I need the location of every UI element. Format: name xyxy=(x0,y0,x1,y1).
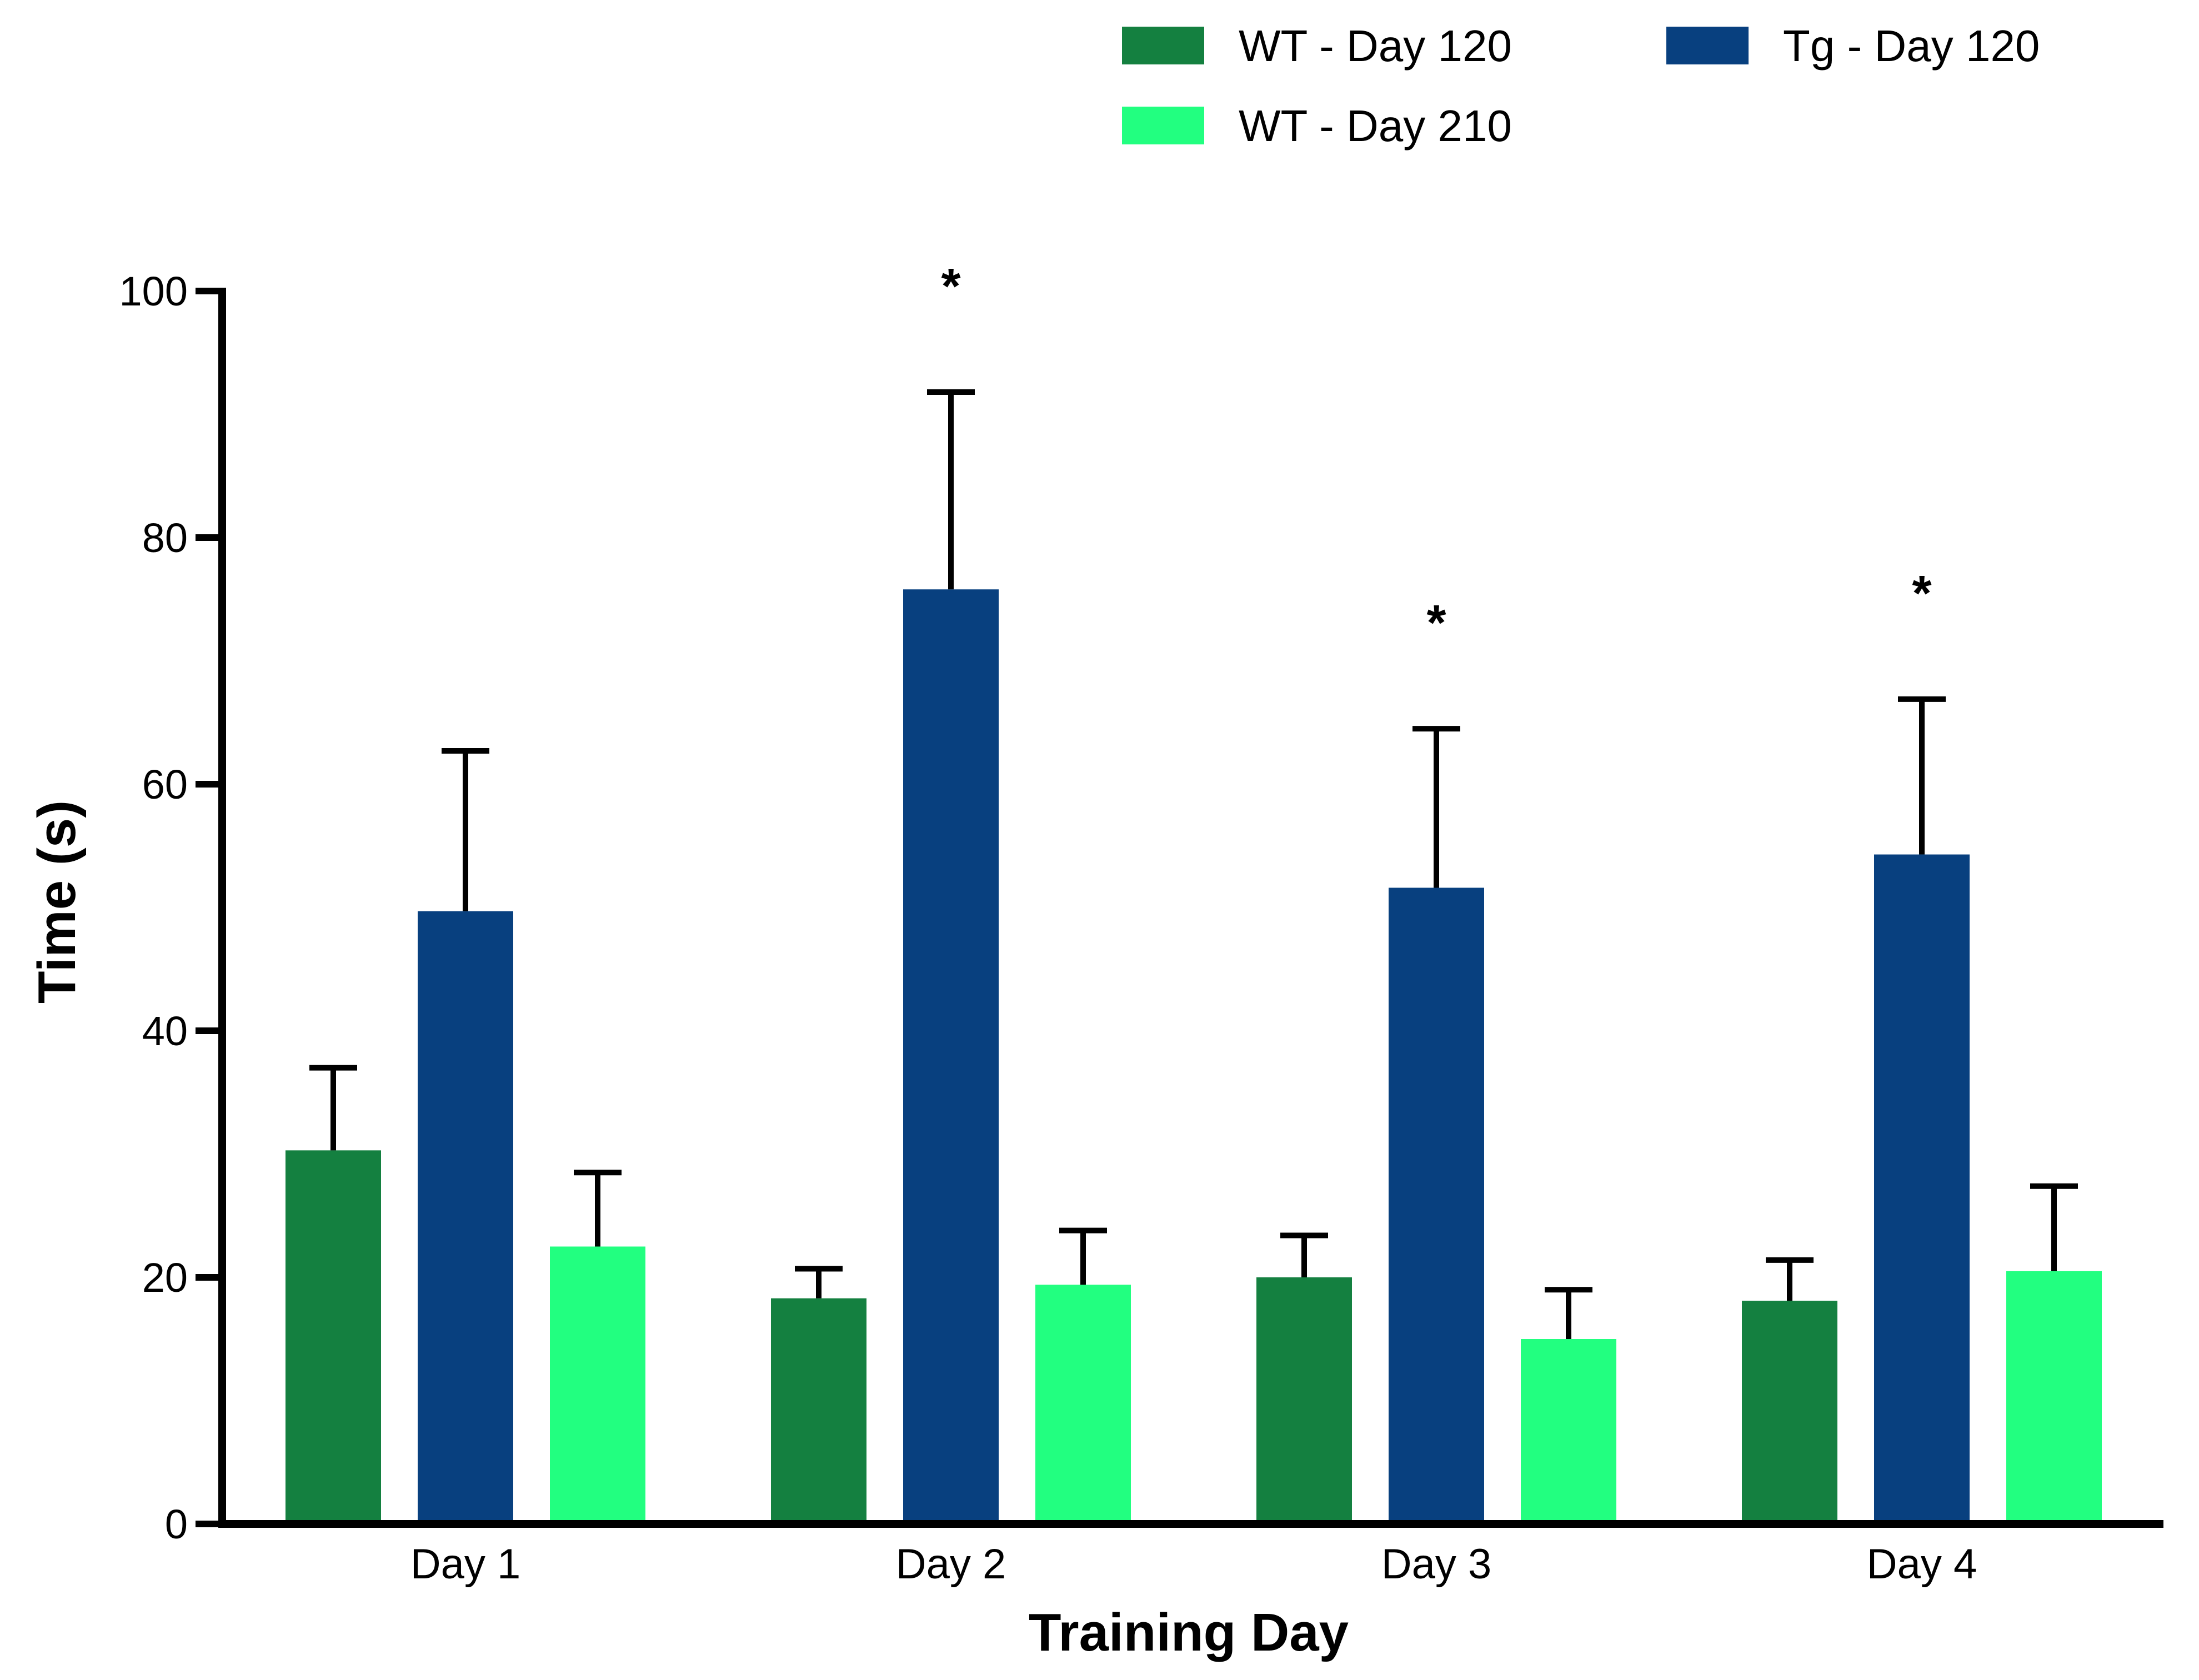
y-axis-title: Time (s) xyxy=(27,800,87,1004)
y-tick-label: 40 xyxy=(142,1008,188,1054)
bar-day-2-series-2 xyxy=(903,589,999,1524)
legend-label: WT - Day 210 xyxy=(1239,101,1512,151)
x-tick-label: Day 1 xyxy=(410,1541,521,1588)
significance-marker: * xyxy=(1912,566,1931,621)
x-axis-title: Training Day xyxy=(1029,1603,1349,1662)
plot-area: * * * xyxy=(285,259,2102,1524)
y-tick-label: 80 xyxy=(142,515,188,561)
y-tick-label: 0 xyxy=(165,1501,188,1547)
bar-day-4-series-3 xyxy=(2006,1271,2102,1524)
axes: 0 20 40 60 80 100 Day 1 Day 2 Day 3 Day 4 xyxy=(119,268,2163,1588)
significance-marker: * xyxy=(1426,595,1446,651)
bar-day-2-series-3 xyxy=(1035,1285,1131,1524)
bar-day-3-series-1 xyxy=(1256,1277,1352,1524)
x-tick-label: Day 3 xyxy=(1381,1541,1492,1588)
y-tick-label: 20 xyxy=(142,1255,188,1301)
legend-swatch xyxy=(1666,27,1749,64)
bar-day-1-series-2 xyxy=(418,911,513,1524)
bar-day-4-series-1 xyxy=(1742,1301,1837,1524)
bar-day-4-series-2 xyxy=(1874,854,1970,1524)
y-tick-label: 60 xyxy=(142,761,188,808)
legend-item-2: Tg - Day 120 xyxy=(1666,21,2040,71)
x-tick-label: Day 2 xyxy=(896,1541,1006,1588)
legend-item-3: WT - Day 210 xyxy=(1122,101,1512,151)
bar-day-3-series-3 xyxy=(1521,1339,1616,1524)
legend: WT - Day 120 Tg - Day 120 WT - Day 210 xyxy=(1122,21,2040,151)
x-tick-label: Day 4 xyxy=(1867,1541,1977,1588)
bar-day-1-series-3 xyxy=(550,1246,645,1524)
significance-marker: * xyxy=(941,259,960,314)
bar-day-3-series-2 xyxy=(1389,887,1484,1524)
bar-day-2-series-1 xyxy=(771,1298,866,1524)
legend-swatch xyxy=(1122,27,1204,64)
legend-item-1: WT - Day 120 xyxy=(1122,21,1512,71)
y-tick-label: 100 xyxy=(119,268,188,314)
legend-label: Tg - Day 120 xyxy=(1783,21,2040,71)
bar-day-1-series-1 xyxy=(285,1150,381,1524)
legend-label: WT - Day 120 xyxy=(1239,21,1512,71)
legend-swatch xyxy=(1122,107,1204,144)
